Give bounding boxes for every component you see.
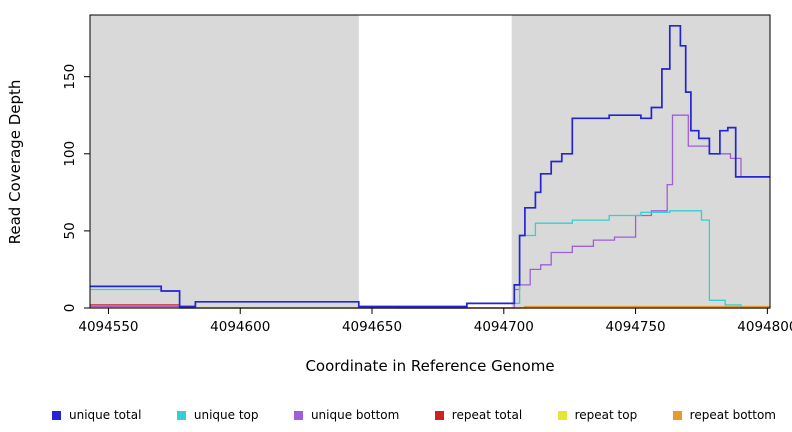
y-axis-title: Read Coverage Depth bbox=[6, 80, 24, 245]
x-axis-title: Coordinate in Reference Genome bbox=[305, 357, 554, 375]
legend-label: unique total bbox=[69, 408, 142, 422]
y-tick-label: 150 bbox=[62, 64, 78, 90]
legend-item-unique-total: unique total bbox=[52, 408, 141, 422]
y-tick-label: 50 bbox=[62, 222, 78, 239]
repeat-bottom-swatch-icon bbox=[672, 410, 682, 420]
x-tick-label: 4094750 bbox=[606, 319, 666, 335]
legend-item-repeat-bottom: repeat bottom bbox=[672, 408, 776, 422]
plot-border bbox=[89, 14, 771, 309]
coverage-chart: 4094550 4094600 4094650 4094700 4094750 40948… bbox=[6, 14, 792, 375]
legend-label: repeat total bbox=[451, 408, 523, 422]
legend: unique total unique top unique bottom re… bbox=[0, 408, 792, 422]
legend-label: repeat bottom bbox=[689, 408, 776, 422]
legend-item-unique-top: unique top bbox=[176, 408, 259, 422]
legend-item-unique-bottom: unique bottom bbox=[293, 408, 400, 422]
x-tick-label: 4094700 bbox=[474, 319, 534, 335]
repeat-top-swatch-icon bbox=[557, 410, 567, 420]
x-tick-label: 4094600 bbox=[210, 319, 270, 335]
legend-label: unique bottom bbox=[310, 408, 400, 422]
plot-background-region bbox=[90, 15, 359, 308]
unique-top-swatch-icon bbox=[176, 410, 186, 420]
legend-label: unique top bbox=[193, 408, 259, 422]
unique-total-swatch-icon bbox=[52, 410, 61, 420]
legend-label: repeat top bbox=[574, 408, 638, 422]
legend-item-repeat-top: repeat top bbox=[557, 408, 638, 422]
series-line-unique-total bbox=[90, 24, 770, 308]
x-tick-label: 4094800 bbox=[737, 319, 792, 335]
repeat-total-swatch-icon bbox=[434, 410, 444, 420]
y-tick-label: 0 bbox=[62, 304, 78, 313]
x-tick-label: 4094650 bbox=[342, 319, 402, 335]
unique-bottom-swatch-icon bbox=[293, 410, 303, 420]
x-tick-label: 4094550 bbox=[78, 319, 138, 335]
plot-area: 4094550 4094600 4094650 4094700 4094750 40948… bbox=[62, 14, 792, 335]
legend-item-repeat-total: repeat total bbox=[434, 408, 523, 422]
y-tick-label: 100 bbox=[62, 141, 78, 167]
